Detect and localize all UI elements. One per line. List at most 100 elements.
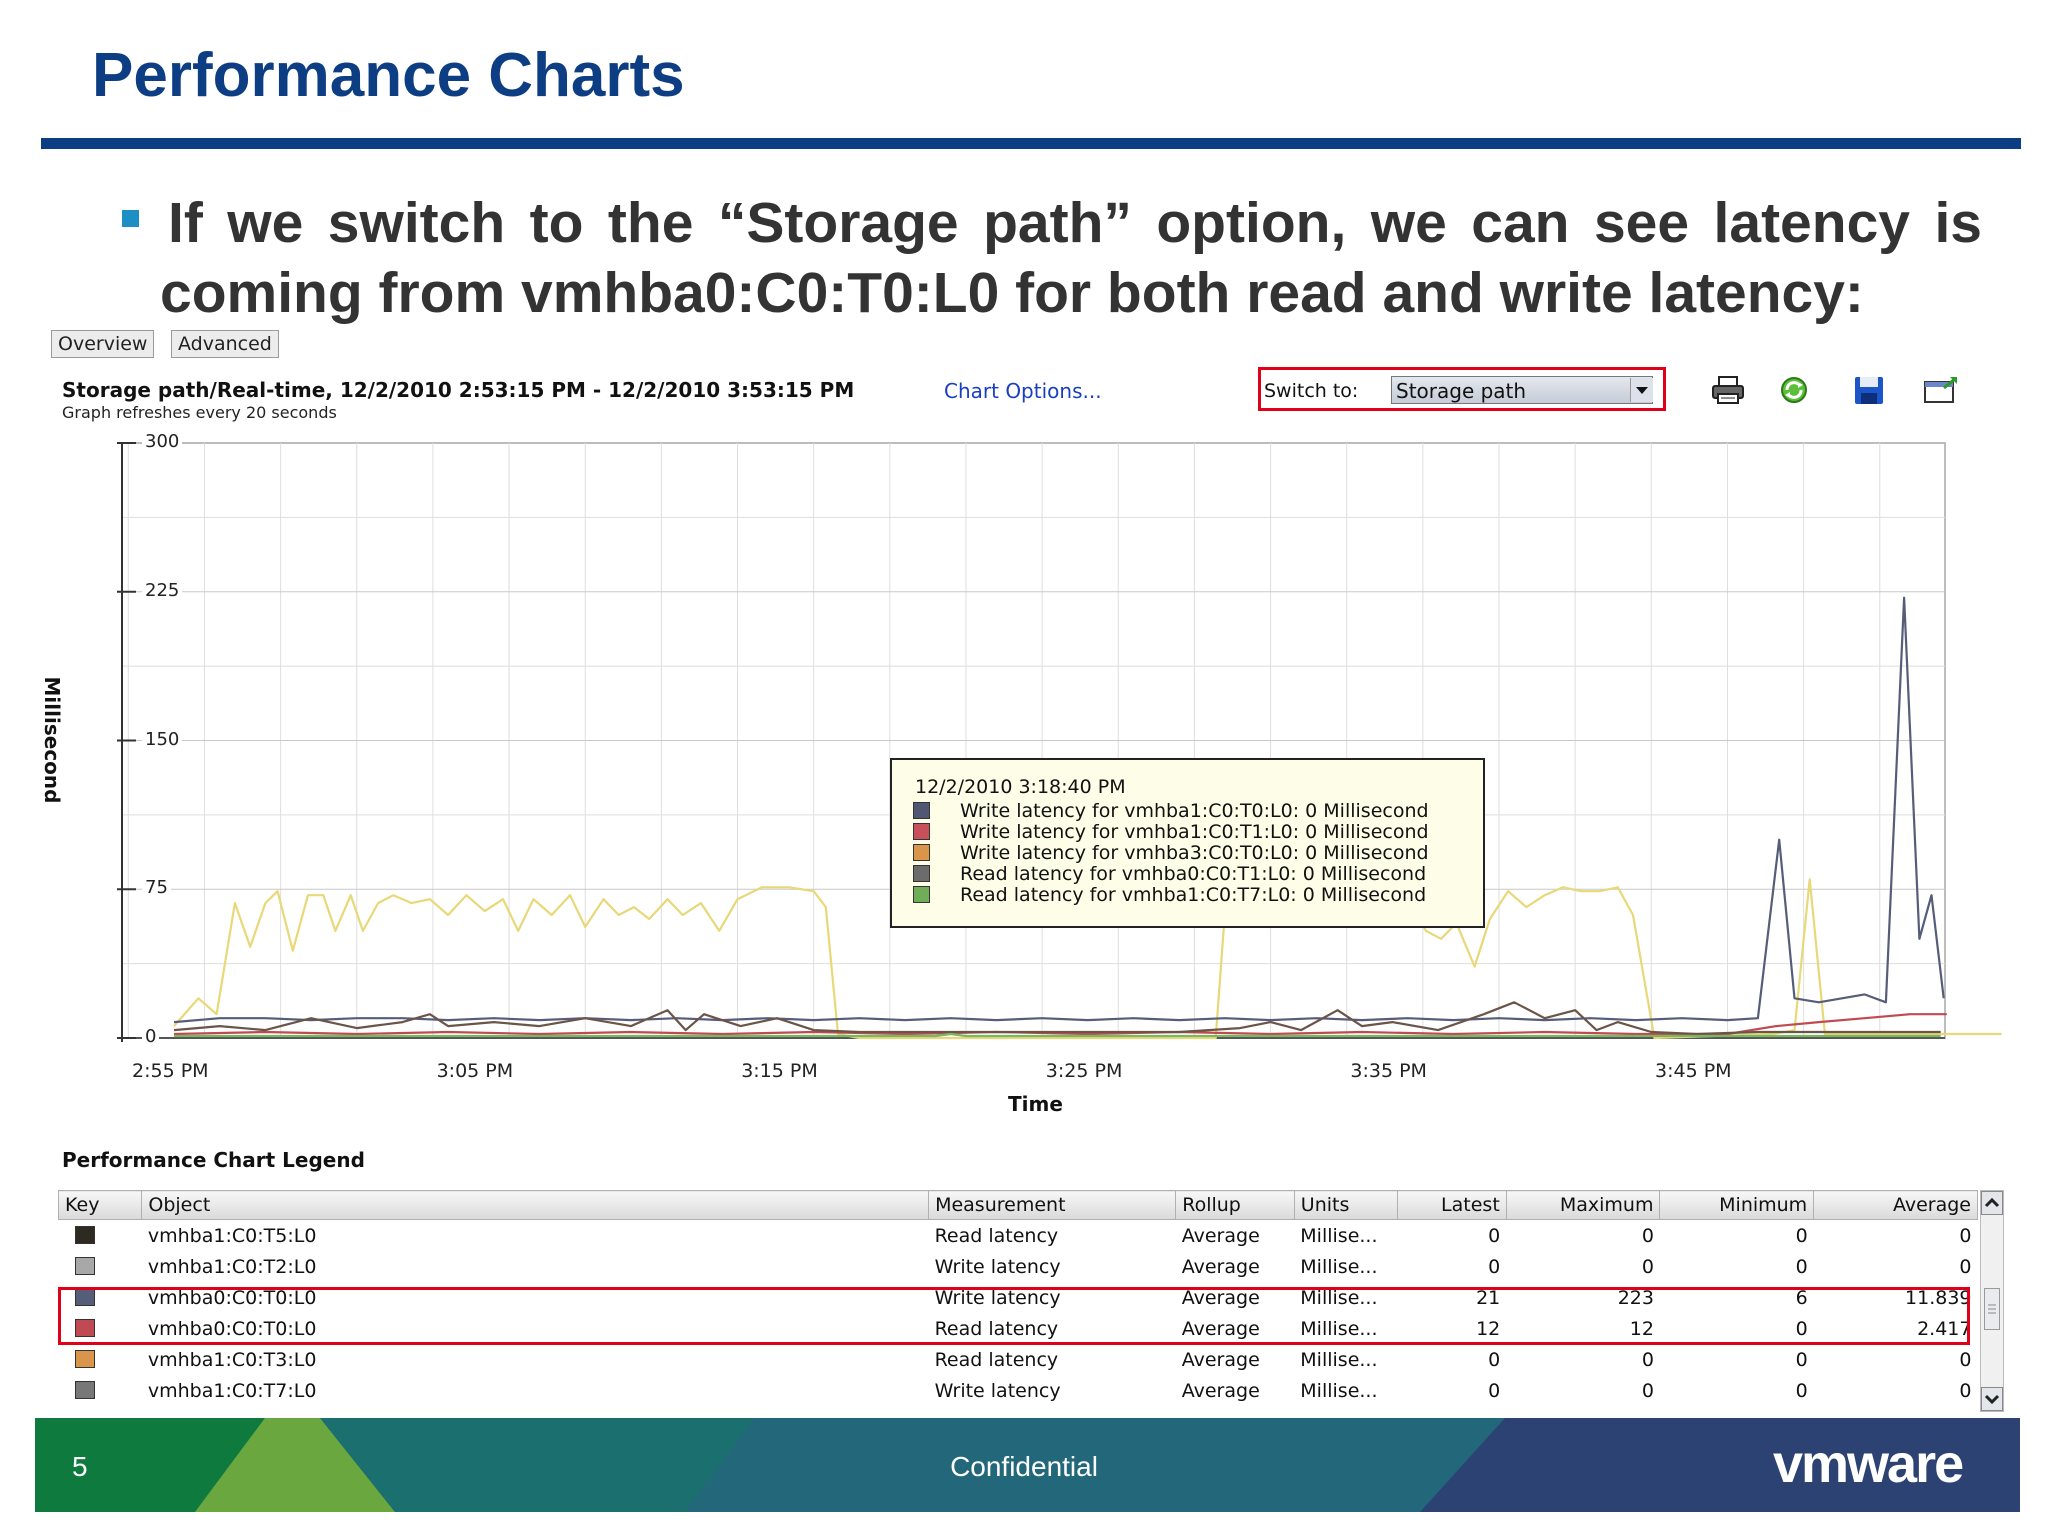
vmware-logo: vmware [1773,1434,1964,1494]
legend-cell-minimum: 0 [1795,1348,1808,1371]
legend-cell-latest: 12 [1476,1317,1501,1340]
legend-cell-minimum: 6 [1795,1286,1808,1309]
chart-heading: Storage path/Real-time, 12/2/2010 2:53:1… [62,378,855,402]
tooltip-swatch [913,844,930,861]
tooltip-row: Write latency for vmhba1:C0:T0:L0: 0 Mil… [913,800,1429,822]
legend-cell-maximum: 12 [1629,1317,1654,1340]
chart-options-link[interactable]: Chart Options... [944,379,1102,403]
column-header[interactable]: Object [141,1190,930,1220]
legend-cell-minimum: 0 [1795,1224,1808,1247]
tab-advanced[interactable]: Advanced [171,330,279,358]
legend-cell-rollup: Average [1181,1317,1260,1340]
scroll-thumb[interactable] [1984,1288,2000,1330]
title-divider [41,138,2021,149]
legend-cell-latest: 0 [1488,1379,1501,1402]
tooltip-row-text: Read latency for vmhba0:C0:T1:L0: 0 Mill… [960,863,1427,885]
legend-swatch [74,1349,95,1368]
legend-cell-latest: 21 [1476,1286,1501,1309]
switch-to-select[interactable] [1391,376,1653,404]
column-header[interactable]: Rollup [1175,1190,1295,1220]
legend-cell-measurement: Write latency [934,1286,1061,1309]
legend-cell-rollup: Average [1181,1348,1260,1371]
legend-cell-average: 2.417 [1917,1317,1972,1340]
series-line-3 [173,1013,1947,1036]
refresh-icon[interactable] [1776,374,1812,410]
legend-swatch [74,1225,95,1244]
x-tick-label: 3:45 PM [1655,1060,1732,1082]
legend-cell-rollup: Average [1181,1255,1260,1278]
footer-confidential: Confidential [950,1451,1098,1482]
legend-row[interactable]: vmhba1:C0:T7:L0 Write latency Average Milli… [59,1375,1978,1406]
legend-header-row: Key Object Measurement Rollup Units Late… [57,1190,1978,1220]
legend-cell-average: 11.839 [1905,1286,1972,1309]
tab-overview[interactable]: Overview [51,330,155,358]
column-header[interactable]: Measurement [928,1190,1177,1220]
printer-icon[interactable] [1710,374,1746,410]
tooltip-row: Read latency for vmhba1:C0:T7:L0: 0 Mill… [913,884,1426,906]
legend-cell-average: 0 [1959,1224,1972,1247]
latency-highlight-box [58,1287,1970,1345]
legend-row[interactable]: vmhba0:C0:T0:L0 Write latency Average Milli… [59,1282,1978,1313]
switch-label: Switch to: [1264,380,1359,402]
column-header[interactable]: Key [57,1190,143,1220]
legend-cell-object: vmhba1:C0:T3:L0 [147,1348,317,1371]
tooltip-row: Write latency for vmhba3:C0:T0:L0: 0 Mil… [913,842,1429,864]
column-header[interactable]: Maximum [1505,1190,1661,1220]
legend-swatch [74,1318,95,1337]
legend-cell-measurement: Write latency [934,1255,1061,1278]
x-tick-label: 3:35 PM [1350,1060,1427,1082]
switch-to-value: Storage path [1396,379,1527,403]
legend-cell-units: Millise... [1300,1348,1378,1371]
column-header[interactable]: Average [1813,1190,1978,1220]
bullet-line-2: coming from vmhba0:C0:T0:L0 for both rea… [160,261,1864,325]
switch-highlight-box [1258,367,1666,411]
legend-cell-latest: 0 [1488,1255,1501,1278]
legend-cell-maximum: 0 [1641,1224,1654,1247]
legend-cell-minimum: 0 [1795,1379,1808,1402]
legend-cell-object: vmhba1:C0:T7:L0 [147,1379,317,1402]
legend-cell-maximum: 0 [1641,1348,1654,1371]
legend-cell-latest: 0 [1488,1224,1501,1247]
tooltip-row: Write latency for vmhba1:C0:T1:L0: 0 Mil… [913,821,1429,843]
x-tick-label: 3:05 PM [436,1060,514,1082]
legend-key-cell [59,1344,142,1375]
legend-row[interactable]: vmhba1:C0:T3:L0 Read latency Average Millis… [59,1344,1978,1375]
column-header[interactable]: Latest [1397,1190,1507,1220]
bullet-marker [122,210,139,227]
tooltip-swatch [913,865,930,882]
column-header[interactable]: Minimum [1659,1190,1815,1220]
legend-row[interactable]: vmhba0:C0:T0:L0 Read latency Average Millis… [59,1313,1978,1344]
chevron-down-icon[interactable] [1630,378,1653,402]
legend-cell-rollup: Average [1181,1379,1260,1402]
legend-table: Key Object Measurement Rollup Units Late… [57,1190,1978,1406]
y-tick-label: 225 [142,579,183,601]
legend-cell-rollup: Average [1181,1286,1260,1309]
legend-cell-measurement: Read latency [934,1348,1059,1371]
y-tick-label: 300 [142,431,183,452]
column-header[interactable]: Units [1293,1190,1399,1220]
scroll-down-icon[interactable] [1981,1387,2003,1411]
scroll-up-icon[interactable] [1981,1191,2003,1215]
legend-cell-minimum: 0 [1795,1255,1808,1278]
legend-cell-latest: 0 [1488,1348,1501,1371]
tooltip-swatch [913,802,930,819]
export-icon[interactable] [1922,374,1960,410]
legend-cell-units: Millise... [1300,1379,1378,1402]
legend-cell-units: Millise... [1300,1255,1378,1278]
save-icon[interactable] [1852,374,1886,410]
y-axis-title: Millisecond [40,676,64,804]
legend-swatch [74,1256,95,1275]
tooltip-row-text: Read latency for vmhba1:C0:T7:L0: 0 Mill… [960,884,1427,906]
legend-cell-units: Millise... [1300,1286,1378,1309]
legend-title: Performance Chart Legend [62,1148,365,1172]
legend-row[interactable]: vmhba1:C0:T5:L0 Read latency Average Millis… [59,1220,1978,1252]
legend-cell-average: 0 [1959,1348,1972,1371]
legend-row[interactable]: vmhba1:C0:T2:L0 Write latency Average Milli… [59,1251,1978,1282]
legend-cell-maximum: 223 [1617,1286,1654,1309]
tooltip-row-text: Write latency for vmhba3:C0:T0:L0: 0 Mil… [960,842,1429,864]
bullet-line-1: If we switch to the “Storage path” optio… [168,191,1982,255]
tooltip-swatch [913,823,930,840]
legend-key-cell [59,1220,142,1252]
tooltip-time: 12/2/2010 3:18:40 PM [915,776,1126,798]
y-tick-label: 75 [142,877,171,899]
